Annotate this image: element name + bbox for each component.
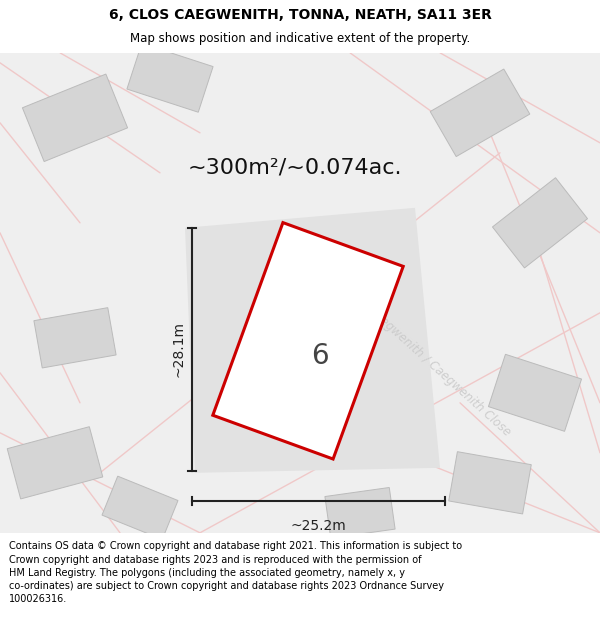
Polygon shape <box>102 476 178 539</box>
Polygon shape <box>7 427 103 499</box>
Polygon shape <box>34 308 116 368</box>
Polygon shape <box>449 452 531 514</box>
Text: Map shows position and indicative extent of the property.: Map shows position and indicative extent… <box>130 32 470 45</box>
Polygon shape <box>213 222 403 459</box>
Polygon shape <box>325 488 395 538</box>
Polygon shape <box>430 69 530 157</box>
Text: 6, CLOS CAEGWENITH, TONNA, NEATH, SA11 3ER: 6, CLOS CAEGWENITH, TONNA, NEATH, SA11 3… <box>109 8 491 22</box>
Polygon shape <box>185 208 440 472</box>
Text: ~28.1m: ~28.1m <box>171 321 185 378</box>
Text: ~300m²/~0.074ac.: ~300m²/~0.074ac. <box>188 158 402 177</box>
Polygon shape <box>493 177 587 268</box>
Text: Nos Caegwenith / Caegwenith Close: Nos Caegwenith / Caegwenith Close <box>346 287 514 439</box>
Text: Contains OS data © Crown copyright and database right 2021. This information is : Contains OS data © Crown copyright and d… <box>9 541 462 604</box>
Polygon shape <box>22 74 128 161</box>
Text: ~25.2m: ~25.2m <box>290 519 346 532</box>
Text: 6: 6 <box>311 342 329 370</box>
Polygon shape <box>488 354 581 431</box>
Polygon shape <box>127 43 213 112</box>
